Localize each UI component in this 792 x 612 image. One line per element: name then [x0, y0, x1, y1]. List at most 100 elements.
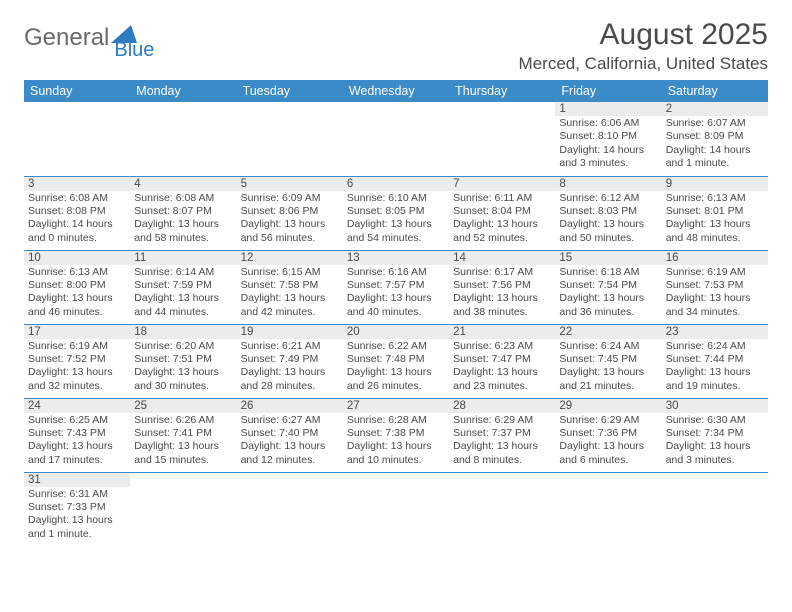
calendar-cell: 18Sunrise: 6:20 AMSunset: 7:51 PMDayligh… [130, 324, 236, 398]
day-details: Sunrise: 6:06 AMSunset: 8:10 PMDaylight:… [555, 116, 661, 174]
daylight-text: Daylight: 13 hours and 28 minutes. [241, 366, 339, 393]
header: General Blue August 2025 Merced, Califor… [24, 18, 768, 74]
sunrise-text: Sunrise: 6:28 AM [347, 414, 445, 427]
calendar-week: 24Sunrise: 6:25 AMSunset: 7:43 PMDayligh… [24, 398, 768, 472]
calendar-cell [130, 472, 236, 546]
calendar-cell: 30Sunrise: 6:30 AMSunset: 7:34 PMDayligh… [662, 398, 768, 472]
sunrise-text: Sunrise: 6:17 AM [453, 266, 551, 279]
sunrise-text: Sunrise: 6:21 AM [241, 340, 339, 353]
calendar-cell: 1Sunrise: 6:06 AMSunset: 8:10 PMDaylight… [555, 102, 661, 176]
weekday-header: Saturday [662, 80, 768, 102]
day-number: 13 [343, 251, 449, 265]
sunrise-text: Sunrise: 6:13 AM [666, 192, 764, 205]
sunset-text: Sunset: 7:52 PM [28, 353, 126, 366]
sunrise-text: Sunrise: 6:31 AM [28, 488, 126, 501]
calendar-week: 10Sunrise: 6:13 AMSunset: 8:00 PMDayligh… [24, 250, 768, 324]
sunset-text: Sunset: 8:08 PM [28, 205, 126, 218]
sunrise-text: Sunrise: 6:24 AM [559, 340, 657, 353]
calendar-cell: 11Sunrise: 6:14 AMSunset: 7:59 PMDayligh… [130, 250, 236, 324]
calendar-cell: 28Sunrise: 6:29 AMSunset: 7:37 PMDayligh… [449, 398, 555, 472]
sunset-text: Sunset: 8:06 PM [241, 205, 339, 218]
sunset-text: Sunset: 8:01 PM [666, 205, 764, 218]
day-number: 28 [449, 399, 555, 413]
sunset-text: Sunset: 7:37 PM [453, 427, 551, 440]
day-details: Sunrise: 6:08 AMSunset: 8:07 PMDaylight:… [130, 191, 236, 249]
sunset-text: Sunset: 7:47 PM [453, 353, 551, 366]
day-number: 8 [555, 177, 661, 191]
sunrise-text: Sunrise: 6:15 AM [241, 266, 339, 279]
calendar-cell [449, 102, 555, 176]
calendar-cell: 27Sunrise: 6:28 AMSunset: 7:38 PMDayligh… [343, 398, 449, 472]
calendar-week: 1Sunrise: 6:06 AMSunset: 8:10 PMDaylight… [24, 102, 768, 176]
day-details: Sunrise: 6:14 AMSunset: 7:59 PMDaylight:… [130, 265, 236, 323]
day-details: Sunrise: 6:31 AMSunset: 7:33 PMDaylight:… [24, 487, 130, 545]
sunrise-text: Sunrise: 6:26 AM [134, 414, 232, 427]
day-details: Sunrise: 6:19 AMSunset: 7:53 PMDaylight:… [662, 265, 768, 323]
sunset-text: Sunset: 7:43 PM [28, 427, 126, 440]
day-details: Sunrise: 6:13 AMSunset: 8:01 PMDaylight:… [662, 191, 768, 249]
sunset-text: Sunset: 8:09 PM [666, 130, 764, 143]
sunrise-text: Sunrise: 6:10 AM [347, 192, 445, 205]
sunrise-text: Sunrise: 6:25 AM [28, 414, 126, 427]
daylight-text: Daylight: 13 hours and 44 minutes. [134, 292, 232, 319]
day-details: Sunrise: 6:26 AMSunset: 7:41 PMDaylight:… [130, 413, 236, 471]
day-details: Sunrise: 6:11 AMSunset: 8:04 PMDaylight:… [449, 191, 555, 249]
daylight-text: Daylight: 13 hours and 15 minutes. [134, 440, 232, 467]
sunrise-text: Sunrise: 6:07 AM [666, 117, 764, 130]
sunset-text: Sunset: 7:54 PM [559, 279, 657, 292]
calendar-cell [555, 472, 661, 546]
day-details: Sunrise: 6:12 AMSunset: 8:03 PMDaylight:… [555, 191, 661, 249]
sunrise-text: Sunrise: 6:08 AM [134, 192, 232, 205]
day-number: 5 [237, 177, 343, 191]
calendar-cell: 9Sunrise: 6:13 AMSunset: 8:01 PMDaylight… [662, 176, 768, 250]
day-details: Sunrise: 6:19 AMSunset: 7:52 PMDaylight:… [24, 339, 130, 397]
daylight-text: Daylight: 13 hours and 12 minutes. [241, 440, 339, 467]
day-details: Sunrise: 6:28 AMSunset: 7:38 PMDaylight:… [343, 413, 449, 471]
day-details: Sunrise: 6:24 AMSunset: 7:45 PMDaylight:… [555, 339, 661, 397]
sunset-text: Sunset: 7:45 PM [559, 353, 657, 366]
calendar-cell: 31Sunrise: 6:31 AMSunset: 7:33 PMDayligh… [24, 472, 130, 546]
calendar-cell: 24Sunrise: 6:25 AMSunset: 7:43 PMDayligh… [24, 398, 130, 472]
day-number: 29 [555, 399, 661, 413]
day-number: 1 [555, 102, 661, 116]
sunrise-text: Sunrise: 6:08 AM [28, 192, 126, 205]
calendar-cell: 19Sunrise: 6:21 AMSunset: 7:49 PMDayligh… [237, 324, 343, 398]
day-number: 31 [24, 473, 130, 487]
sunrise-text: Sunrise: 6:14 AM [134, 266, 232, 279]
sunset-text: Sunset: 8:07 PM [134, 205, 232, 218]
daylight-text: Daylight: 13 hours and 17 minutes. [28, 440, 126, 467]
daylight-text: Daylight: 13 hours and 19 minutes. [666, 366, 764, 393]
daylight-text: Daylight: 14 hours and 0 minutes. [28, 218, 126, 245]
sunset-text: Sunset: 7:41 PM [134, 427, 232, 440]
calendar-cell: 7Sunrise: 6:11 AMSunset: 8:04 PMDaylight… [449, 176, 555, 250]
sunrise-text: Sunrise: 6:19 AM [666, 266, 764, 279]
sunset-text: Sunset: 7:53 PM [666, 279, 764, 292]
calendar-cell: 20Sunrise: 6:22 AMSunset: 7:48 PMDayligh… [343, 324, 449, 398]
sunset-text: Sunset: 8:00 PM [28, 279, 126, 292]
day-details: Sunrise: 6:22 AMSunset: 7:48 PMDaylight:… [343, 339, 449, 397]
calendar-week: 31Sunrise: 6:31 AMSunset: 7:33 PMDayligh… [24, 472, 768, 546]
day-details: Sunrise: 6:10 AMSunset: 8:05 PMDaylight:… [343, 191, 449, 249]
sunset-text: Sunset: 8:10 PM [559, 130, 657, 143]
page-title: August 2025 [519, 18, 768, 52]
sunset-text: Sunset: 7:34 PM [666, 427, 764, 440]
daylight-text: Daylight: 13 hours and 10 minutes. [347, 440, 445, 467]
day-details: Sunrise: 6:08 AMSunset: 8:08 PMDaylight:… [24, 191, 130, 249]
calendar-cell: 16Sunrise: 6:19 AMSunset: 7:53 PMDayligh… [662, 250, 768, 324]
calendar-cell: 10Sunrise: 6:13 AMSunset: 8:00 PMDayligh… [24, 250, 130, 324]
weekday-header: Monday [130, 80, 236, 102]
sunrise-text: Sunrise: 6:13 AM [28, 266, 126, 279]
weekday-header: Thursday [449, 80, 555, 102]
sunset-text: Sunset: 7:44 PM [666, 353, 764, 366]
calendar-cell: 5Sunrise: 6:09 AMSunset: 8:06 PMDaylight… [237, 176, 343, 250]
daylight-text: Daylight: 13 hours and 56 minutes. [241, 218, 339, 245]
calendar-cell [24, 102, 130, 176]
daylight-text: Daylight: 13 hours and 1 minute. [28, 514, 126, 541]
title-block: August 2025 Merced, California, United S… [519, 18, 768, 74]
day-number: 3 [24, 177, 130, 191]
day-number: 25 [130, 399, 236, 413]
day-number: 2 [662, 102, 768, 116]
brand-text-1: General [24, 24, 109, 52]
daylight-text: Daylight: 13 hours and 3 minutes. [666, 440, 764, 467]
sunset-text: Sunset: 7:59 PM [134, 279, 232, 292]
